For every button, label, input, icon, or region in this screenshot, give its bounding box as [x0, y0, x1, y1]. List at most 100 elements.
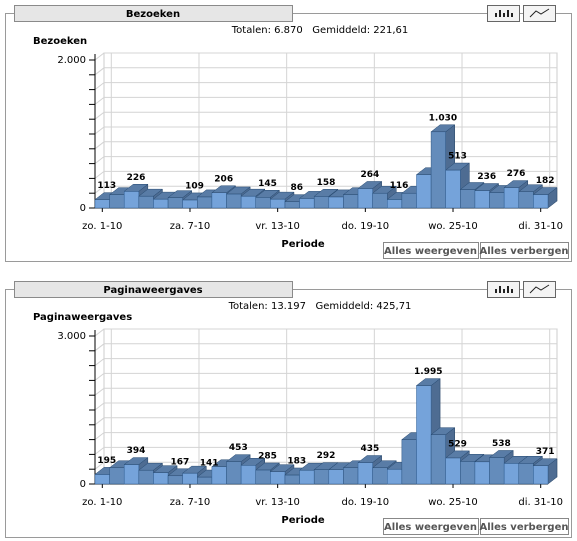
- value-label: 116: [390, 181, 409, 191]
- value-label: 538: [492, 439, 511, 449]
- bar-top: [357, 181, 383, 189]
- x-tick-label: vr. 13-10: [255, 497, 300, 508]
- bar-top: [269, 191, 295, 200]
- bar: [474, 461, 490, 485]
- icon-line: [529, 284, 550, 294]
- value-label: 113: [97, 181, 116, 191]
- bar: [401, 192, 417, 209]
- bar-top: [123, 457, 149, 465]
- button[interactable]: [480, 242, 569, 259]
- panel-title: Bezoeken: [126, 9, 180, 20]
- value-label: 236: [477, 172, 496, 182]
- value-label: 182: [536, 176, 555, 186]
- value-label: 371: [536, 447, 555, 457]
- bar-top: [444, 450, 471, 459]
- bar: [211, 192, 227, 209]
- bar: [167, 475, 183, 485]
- icon-line: [529, 8, 550, 18]
- bar-top: [532, 458, 558, 466]
- value-label: 264: [360, 170, 379, 180]
- bar: [430, 434, 446, 485]
- button-label[interactable]: Alles weergeven: [384, 522, 477, 533]
- bar-top: [444, 162, 471, 171]
- bar: [240, 465, 256, 485]
- bar: [357, 188, 373, 209]
- minor-grid-line: [94, 156, 557, 164]
- bar: [211, 466, 227, 485]
- bar: [416, 174, 432, 209]
- bar: [328, 196, 344, 209]
- button-label[interactable]: Alles weergeven: [384, 246, 477, 257]
- bar-top: [138, 188, 164, 197]
- y-tick-label: 0: [80, 203, 86, 214]
- minor-grid-line: [94, 387, 557, 396]
- value-label: 86: [291, 183, 304, 193]
- bar: [94, 474, 110, 485]
- button[interactable]: [383, 518, 479, 535]
- button[interactable]: [383, 242, 479, 259]
- value-label: 226: [127, 173, 146, 183]
- bar: [94, 199, 110, 209]
- bar-top: [225, 186, 251, 195]
- icon-bar: [495, 289, 497, 293]
- bar: [372, 192, 388, 209]
- bar: [123, 464, 140, 485]
- x-tick-label: do. 19-10: [341, 497, 389, 508]
- button-label[interactable]: Alles verbergen: [480, 246, 569, 257]
- value-label: 167: [170, 457, 189, 467]
- bar: [416, 385, 432, 485]
- bar-top: [181, 465, 208, 474]
- icon-bar: [511, 13, 513, 17]
- minor-grid-line: [94, 170, 557, 179]
- button[interactable]: [480, 518, 569, 535]
- grid-line: [94, 52, 557, 61]
- bar-top: [459, 454, 485, 462]
- value-label: 513: [448, 152, 467, 162]
- value-label: 394: [127, 446, 146, 456]
- bar: [503, 463, 520, 485]
- bar: [372, 467, 388, 485]
- bar-top: [371, 460, 397, 468]
- bar-top: [488, 450, 514, 458]
- bar: [387, 468, 403, 485]
- x-tick-label: wo. 25-10: [428, 221, 478, 232]
- x-tick-label: wo. 25-10: [428, 497, 478, 508]
- bar: [460, 461, 476, 485]
- icon-bar: [507, 286, 509, 293]
- x-tick-label: zo. 1-10: [82, 497, 122, 508]
- bar: [123, 191, 140, 209]
- bar: [138, 469, 154, 485]
- bar: [226, 193, 242, 209]
- value-label: 109: [185, 181, 204, 191]
- value-label: 145: [258, 179, 277, 189]
- minor-grid-line: [94, 67, 557, 76]
- button-label[interactable]: Alles verbergen: [480, 522, 569, 533]
- value-label: 141: [200, 459, 219, 469]
- panel-tab: [14, 281, 293, 298]
- icon-bar: [507, 10, 509, 17]
- bar: [255, 197, 271, 209]
- bar-top: [518, 456, 544, 464]
- bar-top: [255, 462, 281, 471]
- bar: [153, 198, 169, 209]
- bar: [518, 191, 534, 209]
- bar-top: [430, 427, 456, 435]
- bar: [182, 199, 198, 209]
- value-label: 435: [360, 444, 379, 454]
- bar: [430, 131, 446, 209]
- minor-grid-line: [94, 185, 557, 194]
- bar-top: [415, 378, 441, 386]
- bar-top: [474, 183, 500, 191]
- bar: [197, 476, 213, 485]
- bar-top: [240, 458, 266, 466]
- summary: Totalen: 6.870 Gemiddeld: 221,61: [231, 25, 409, 36]
- bar: [445, 457, 461, 485]
- summary: Totalen: 13.197 Gemiddeld: 425,71: [228, 301, 412, 312]
- bar: [401, 439, 417, 485]
- bar: [153, 472, 169, 485]
- bar: [343, 467, 359, 485]
- icon-bar: [495, 13, 497, 17]
- value-label: 1.995: [414, 367, 442, 377]
- bar: [313, 469, 330, 485]
